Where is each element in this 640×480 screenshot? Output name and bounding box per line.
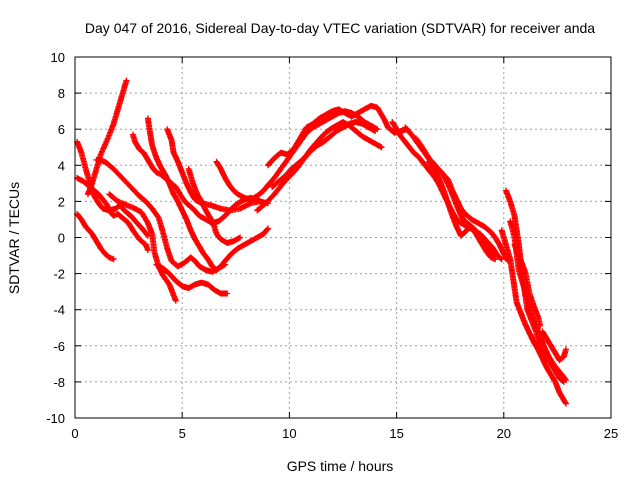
series-track-24 [511,241,544,329]
y-tick-label: 2 [58,194,65,209]
y-tick-label: -4 [53,303,65,318]
series-track-2 [74,174,151,254]
data-points [74,77,569,407]
x-tick-label: 25 [604,426,618,441]
series-track-4 [84,77,130,198]
y-tick-label: 4 [58,158,65,173]
series-track-3 [74,211,117,263]
data-point-markers [265,102,411,169]
series-track-5 [93,156,229,275]
y-tick-label: -2 [53,267,65,282]
y-tick-label: -10 [46,411,65,426]
y-tick-label: 10 [51,50,65,65]
series-track-11 [153,261,231,297]
x-tick-label: 15 [389,426,403,441]
y-tick-label: -8 [53,375,65,390]
x-tick-label: 0 [71,426,78,441]
axis-ticks [74,56,612,419]
data-point-markers [84,77,130,198]
x-tick-label: 10 [282,426,296,441]
data-point-markers [498,227,569,407]
data-point-markers [425,158,499,263]
data-point-markers [93,156,229,275]
y-axis-label: SDTVAR / TECUs [6,182,22,294]
series-track-10 [185,165,244,246]
x-axis-label: GPS time / hours [287,458,394,474]
chart-title: Day 047 of 2016, Sidereal Day-to-day VTE… [85,20,595,36]
data-point-markers [144,115,271,273]
series-track-8 [144,115,271,273]
data-point-markers [185,165,244,246]
y-tick-label: 8 [58,86,65,101]
series-track-13 [265,102,411,169]
y-tick-label: -6 [53,339,65,354]
series-track-18 [412,135,512,264]
data-point-markers [106,191,179,304]
series-track-6 [106,191,179,304]
data-point-markers [511,241,544,329]
data-point-markers [412,135,512,264]
series-track-15 [254,119,379,214]
x-tick-label: 20 [497,426,511,441]
series-track-23 [539,328,569,364]
series-track-21 [498,227,569,407]
data-point-markers [539,328,569,364]
data-point-markers [74,211,117,263]
x-tick-label: 5 [179,426,186,441]
data-point-markers [254,119,379,214]
data-point-markers [74,174,151,254]
data-point-markers [153,261,231,297]
axis-tick-labels: 0 5 10 15 20 25 -10 -8 -6 -4 -2 0 2 4 6 8 10 [46,50,618,441]
y-tick-label: 0 [58,231,65,246]
series-track-19 [425,158,499,263]
y-tick-label: 6 [58,122,65,137]
